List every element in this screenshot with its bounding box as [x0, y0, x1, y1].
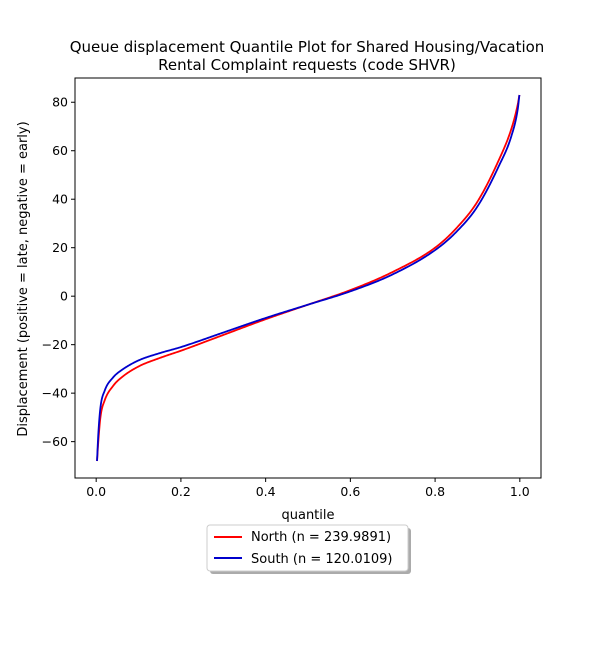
- y-axis-label: Displacement (positive = late, negative …: [16, 121, 31, 436]
- plot-frame: [74, 77, 542, 479]
- series-line-south: [96, 94, 521, 462]
- x-tick-label: 0.0: [86, 484, 106, 499]
- legend-label-north: North (n = 239.9891): [251, 530, 391, 545]
- legend-box: [206, 524, 409, 572]
- y-tick-label: 0: [60, 289, 68, 304]
- y-tick-label: 20: [52, 240, 68, 255]
- x-tick-label: 0.8: [425, 484, 445, 499]
- x-axis-label: quantile: [281, 508, 334, 523]
- x-tick-label: 0.4: [256, 484, 276, 499]
- x-tick-label: 0.6: [340, 484, 360, 499]
- y-tick-label: 40: [52, 192, 68, 207]
- x-axis: 0.0 0.2 0.4 0.6 0.8 1.0: [86, 478, 530, 499]
- x-tick-label: 0.2: [171, 484, 191, 499]
- y-tick-label: 60: [52, 143, 68, 158]
- y-tick-label: −20: [42, 337, 68, 352]
- y-tick-label: −60: [42, 434, 68, 449]
- legend: North (n = 239.9891) South (n = 120.0109…: [206, 524, 411, 574]
- y-tick-label: −40: [42, 386, 68, 401]
- series-layer: [96, 94, 521, 462]
- x-tick-label: 1.0: [510, 484, 530, 499]
- chart-title-line-2: Rental Complaint requests (code SHVR): [158, 56, 456, 74]
- y-tick-label: 80: [52, 95, 68, 110]
- chart-title-line-1: Queue displacement Quantile Plot for Sha…: [70, 38, 545, 56]
- legend-label-south: South (n = 120.0109): [251, 552, 392, 567]
- y-axis: −60 −40 −20 0 20 40 60 80: [42, 95, 75, 449]
